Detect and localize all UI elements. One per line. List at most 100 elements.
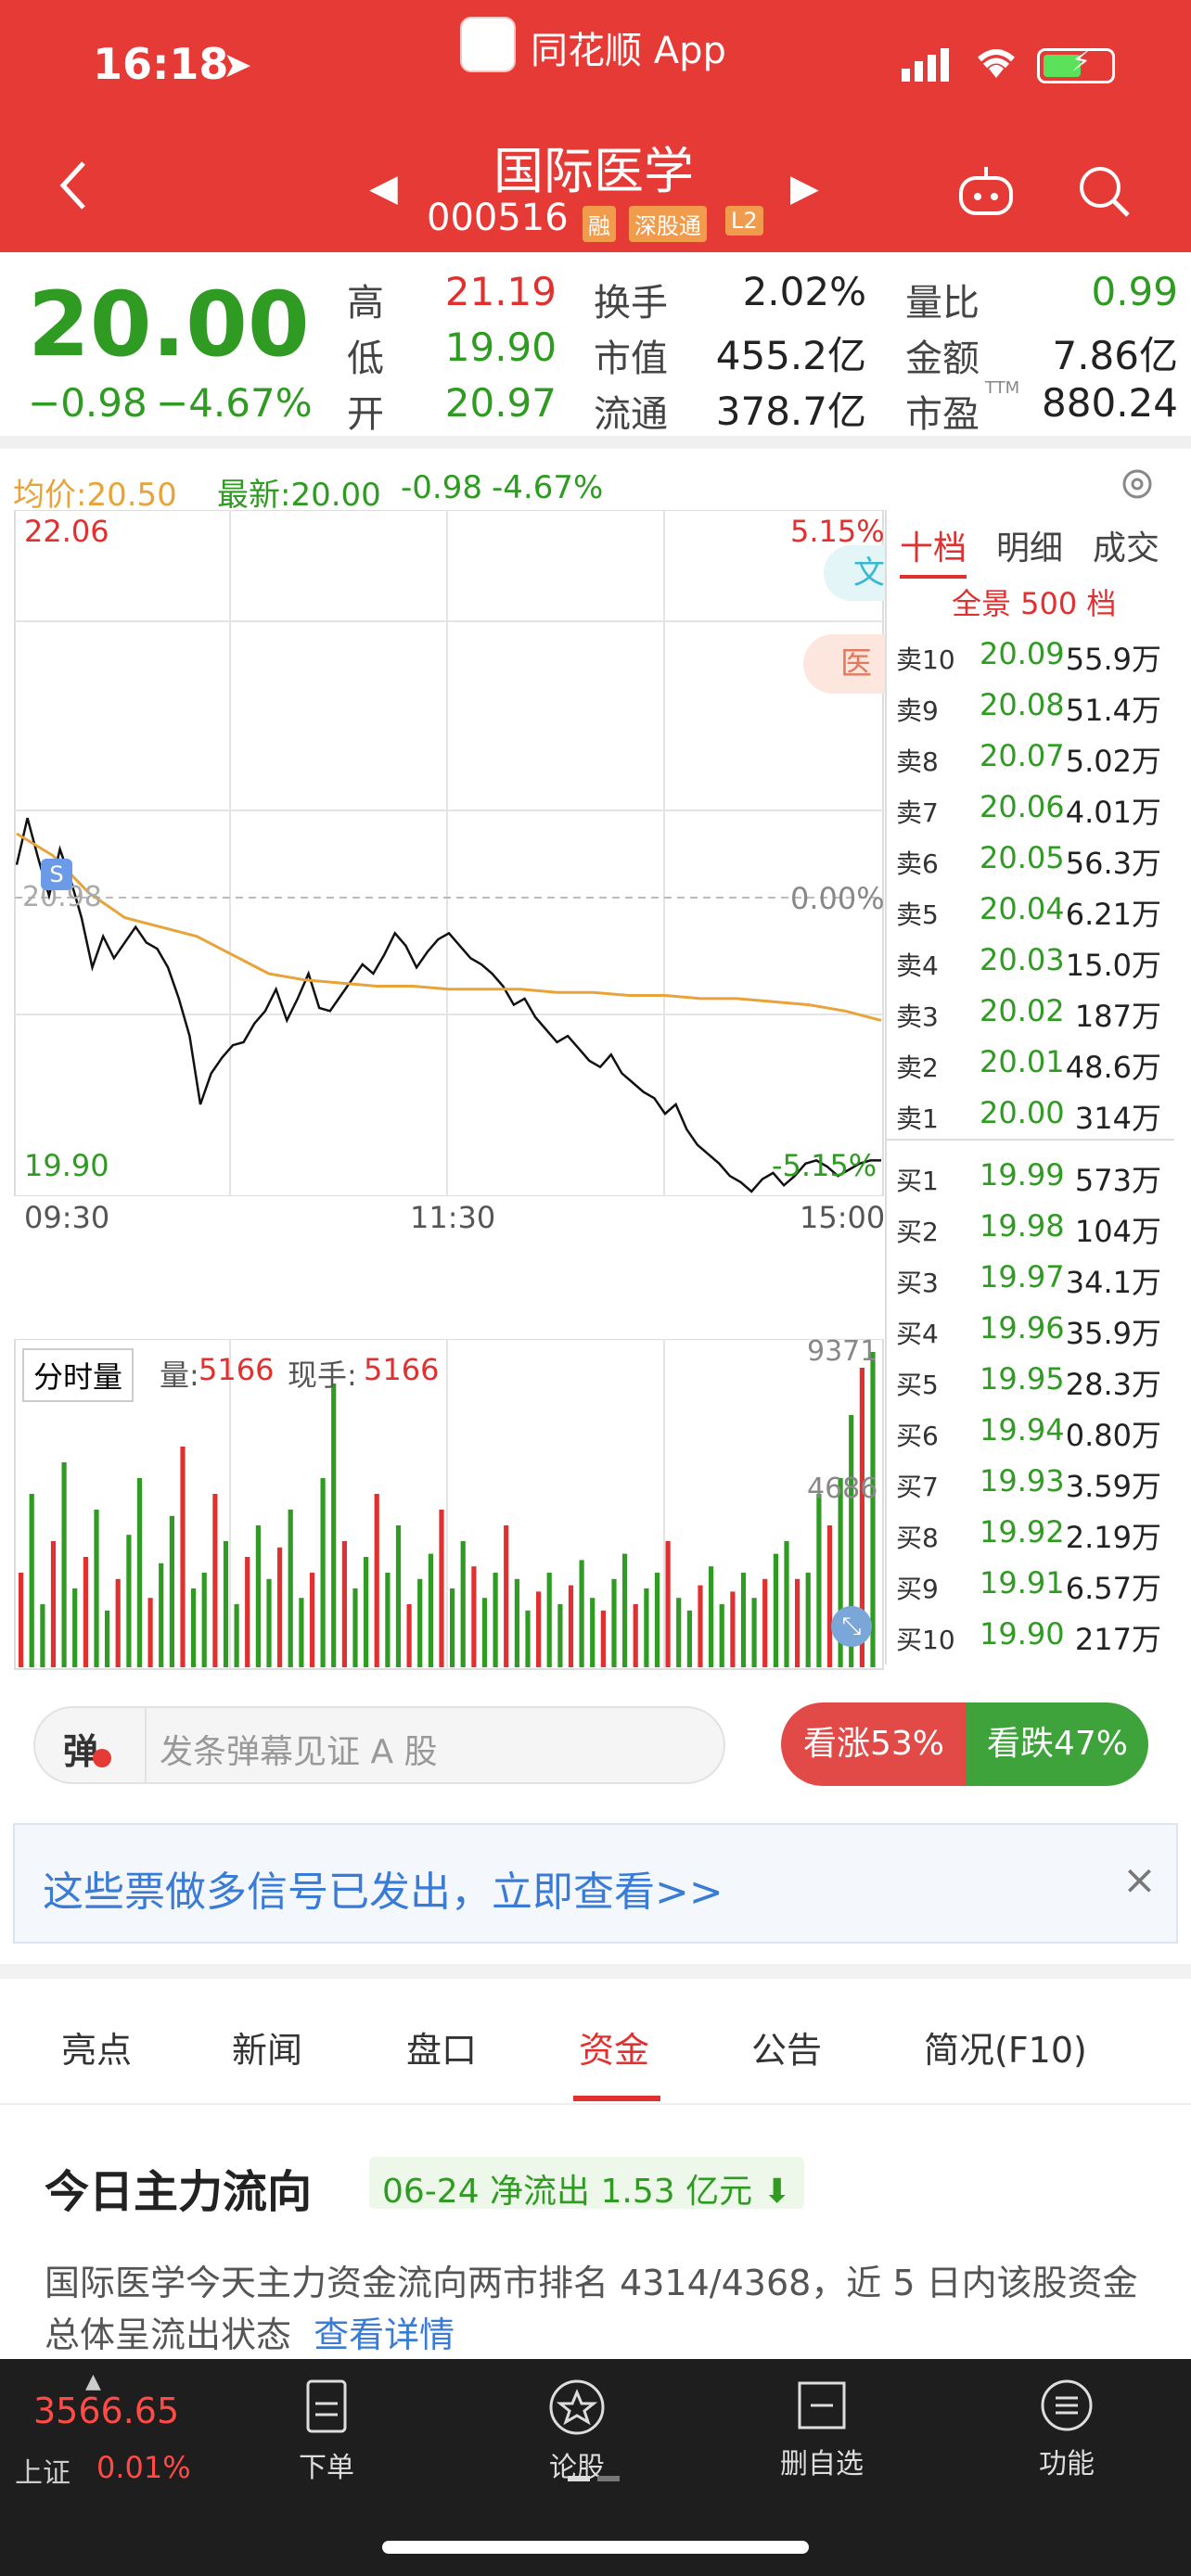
volume-bar	[115, 1578, 121, 1667]
search-icon[interactable]	[1076, 163, 1132, 219]
bid-row[interactable]: 买8 19.92 2.19万	[887, 1507, 1174, 1557]
fund-flow-tag-text: 06-24 净流出 1.53 亿元	[382, 2173, 753, 2211]
volume-bar	[320, 1478, 326, 1667]
volume-label: 量:	[160, 1358, 199, 1393]
signal-banner[interactable]: 这些票做多信号已发出，立即查看>> ×	[13, 1823, 1178, 1944]
volume-bar	[266, 1578, 272, 1667]
bid-row[interactable]: 买6 19.94 0.80万	[887, 1405, 1174, 1455]
bid-row[interactable]: 买4 19.96 35.9万	[887, 1303, 1174, 1353]
tab-trades[interactable]: 成交	[1093, 529, 1160, 567]
high-label: 高	[347, 282, 384, 325]
volume-bar	[600, 1610, 606, 1667]
tab-highlights[interactable]: 亮点	[61, 2030, 133, 2071]
volume-bar	[557, 1604, 563, 1667]
bid-price: 19.94	[980, 1412, 1065, 1447]
volume-bar	[417, 1578, 423, 1667]
ask-volume: 314万	[1074, 1101, 1161, 1136]
view-details-link[interactable]: 查看详情	[314, 2315, 455, 2355]
nav-order[interactable]: 下单	[252, 2378, 401, 2485]
bid-row[interactable]: 买3 19.97 34.1万	[887, 1252, 1174, 1302]
down-arrow-icon: ⬇	[762, 2173, 791, 2211]
intraday-chart-area[interactable]: 均价:20.50 最新:20.00 -0.98 -4.67% 22.06 5.1…	[0, 449, 1191, 1673]
robot-icon[interactable]	[957, 165, 1015, 217]
danmu-input[interactable]: 发条弹幕见证 A 股	[160, 1733, 438, 1771]
bid-row[interactable]: 买7 19.93 3.59万	[887, 1456, 1174, 1506]
open-label: 开	[347, 393, 384, 436]
volume-bar	[859, 1368, 864, 1667]
bid-row[interactable]: 买2 19.98 104万	[887, 1201, 1174, 1251]
bid-volume: 28.3万	[1065, 1367, 1161, 1402]
prev-stock-icon[interactable]: ◀	[369, 167, 398, 210]
index-pct: 0.01%	[96, 2450, 191, 2485]
tab-funds[interactable]: 资金	[579, 2030, 650, 2071]
bid-level-label: 买3	[896, 1268, 939, 1298]
tab-details[interactable]: 明细	[996, 529, 1064, 567]
order-icon	[306, 2379, 347, 2433]
volume-bar	[709, 1566, 714, 1667]
ask-row[interactable]: 卖8 20.07 5.02万	[887, 731, 1174, 781]
next-stock-icon[interactable]: ▶	[790, 167, 819, 210]
bid-row[interactable]: 买10 19.90 217万	[887, 1609, 1174, 1659]
ask-price: 20.06	[980, 789, 1065, 824]
menu-icon	[1041, 2379, 1093, 2431]
badge-connect: 深股通	[629, 206, 707, 242]
volume-bar	[191, 1588, 197, 1667]
signal-icon	[902, 48, 957, 82]
signal-marker-s[interactable]: S	[41, 859, 72, 890]
expand-icon[interactable]: ⤡	[831, 1606, 872, 1647]
nav-functions[interactable]: 功能	[992, 2378, 1141, 2481]
close-icon[interactable]: ×	[1122, 1856, 1157, 1904]
tab-ten-levels[interactable]: 十档	[900, 521, 967, 579]
volume-value: 5166	[198, 1352, 275, 1387]
ask-row[interactable]: 卖2 20.01 48.6万	[887, 1037, 1174, 1087]
ask-row[interactable]: 卖9 20.08 51.4万	[887, 680, 1174, 730]
ask-row[interactable]: 卖3 20.02 187万	[887, 986, 1174, 1036]
ask-row[interactable]: 卖5 20.04 6.21万	[887, 884, 1174, 934]
bull-button[interactable]: 看涨53%	[781, 1702, 967, 1786]
volume-bar	[622, 1553, 628, 1667]
danmu-bar[interactable]: 弹 发条弹幕见证 A 股	[33, 1706, 725, 1784]
tab-profile[interactable]: 简况(F10)	[924, 2030, 1087, 2071]
tab-announcements[interactable]: 公告	[751, 2030, 823, 2071]
bid-price: 19.99	[980, 1157, 1065, 1192]
bear-button[interactable]: 看跌47%	[967, 1702, 1148, 1786]
page-indicator-inactive	[597, 2476, 620, 2481]
ask-row[interactable]: 卖7 20.06 4.01万	[887, 782, 1174, 832]
volume-bar	[341, 1541, 347, 1667]
ask-level-label: 卖4	[896, 950, 939, 981]
volume-bar	[493, 1573, 498, 1667]
back-icon[interactable]	[56, 158, 93, 213]
badge-margin: 融	[583, 206, 616, 242]
pct-top-label: 5.15%	[790, 514, 885, 549]
volume-bar	[525, 1610, 531, 1667]
index-value[interactable]: 3566.65	[33, 2391, 180, 2431]
ask-price: 20.07	[980, 738, 1065, 773]
tab-news[interactable]: 新闻	[232, 2030, 303, 2071]
ask-level-label: 卖7	[896, 797, 939, 828]
ask-row[interactable]: 卖1 20.00 314万	[887, 1088, 1174, 1138]
nav-order-label: 下单	[299, 2452, 354, 2484]
ask-row[interactable]: 卖10 20.09 55.9万	[887, 629, 1174, 679]
ask-level-label: 卖2	[896, 1052, 939, 1083]
news-tag-wen[interactable]: 文	[824, 545, 885, 601]
sector-tag-medical[interactable]: 医药	[803, 634, 885, 694]
banner-text: 这些票做多信号已发出，立即查看>>	[43, 1868, 724, 1916]
bid-row[interactable]: 买5 19.95 28.3万	[887, 1354, 1174, 1404]
index-name: 上证	[15, 2457, 70, 2490]
ask-row[interactable]: 卖6 20.05 56.3万	[887, 833, 1174, 883]
settings-icon[interactable]	[1117, 464, 1158, 504]
volume-bar	[439, 1510, 444, 1667]
tab-handicap[interactable]: 盘口	[406, 2030, 478, 2071]
ask-volume: 51.4万	[1065, 693, 1161, 728]
bid-row[interactable]: 买9 19.91 6.57万	[887, 1558, 1174, 1608]
volume-bar	[299, 1598, 304, 1667]
ask-row[interactable]: 卖4 20.03 15.0万	[887, 935, 1174, 985]
low-label: 低	[347, 338, 384, 380]
volume-tab-label[interactable]: 分时量	[22, 1348, 134, 1402]
full-depth-title[interactable]: 全景 500 档	[952, 586, 1117, 621]
nav-remove-watch-label: 删自选	[780, 2448, 864, 2480]
bid-row[interactable]: 买1 19.99 573万	[887, 1150, 1174, 1200]
nav-discuss[interactable]: 论股	[503, 2378, 651, 2485]
amount-value: 7.86亿	[1052, 333, 1178, 378]
nav-remove-watch[interactable]: 删自选	[748, 2378, 896, 2481]
